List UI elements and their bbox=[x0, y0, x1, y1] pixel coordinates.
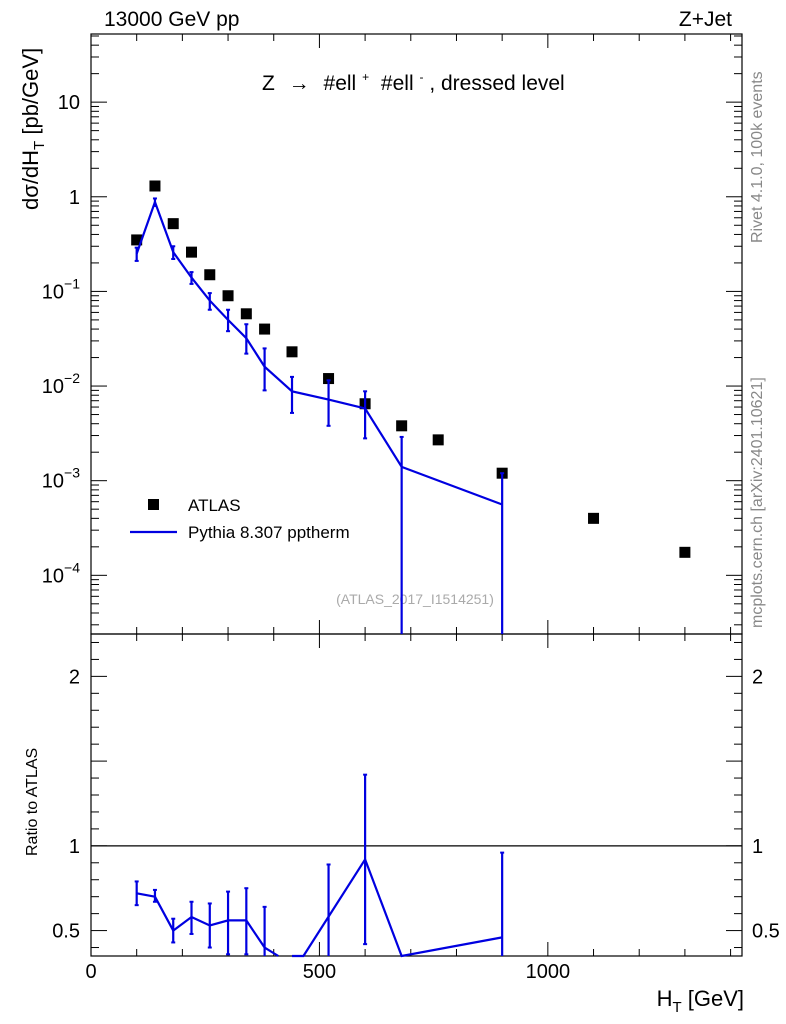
y-tick-exp: −2 bbox=[64, 370, 80, 386]
x-tick-label: 0 bbox=[85, 961, 96, 983]
y-tick-label: 10−1 bbox=[42, 275, 80, 303]
legend: ATLAS Pythia 8.307 pptherm bbox=[130, 496, 350, 542]
legend-data-label: ATLAS bbox=[188, 496, 241, 515]
x-title-sub: T bbox=[672, 999, 681, 1016]
x-tick-label: 1000 bbox=[526, 961, 571, 983]
header-left: 13000 GeV pp bbox=[104, 8, 239, 31]
ratio-plot-frame bbox=[90, 633, 743, 957]
ratio-tick-label-left: 2 bbox=[69, 666, 80, 688]
y-tick-exp: −4 bbox=[64, 559, 80, 575]
header-right: Z+Jet bbox=[679, 8, 732, 31]
y-tick-label: 10−3 bbox=[42, 465, 80, 493]
atlas-data-point bbox=[131, 234, 143, 246]
subtitle-pre: Z bbox=[262, 72, 275, 95]
x-tick-label: 500 bbox=[303, 961, 336, 983]
ratio-tick-label-left: 0.5 bbox=[52, 921, 80, 943]
y-tick-base: 10 bbox=[42, 471, 64, 493]
y-tick-label: 10 bbox=[58, 92, 80, 114]
y-axis-title: dσ/dHT [pb/GeV] bbox=[18, 48, 48, 210]
atlas-data-point bbox=[204, 269, 216, 281]
subtitle-post: , dressed level bbox=[429, 72, 564, 95]
y-tick-base: 10 bbox=[42, 376, 64, 398]
atlas-data-point bbox=[432, 434, 444, 446]
ratio-series-line bbox=[136, 892, 156, 898]
subtitle-arrow: → bbox=[289, 72, 310, 95]
ratio-plot-area bbox=[91, 773, 742, 958]
atlas-data-point bbox=[286, 346, 298, 358]
y-tick-exp: −3 bbox=[64, 465, 80, 481]
mcplots-label: mcplots.cern.ch [arXiv:2401.10621] bbox=[749, 377, 766, 628]
ratio-axis-title: Ratio to ATLAS bbox=[24, 748, 41, 856]
analysis-watermark: (ATLAS_2017_I1514251) bbox=[336, 591, 494, 607]
subtitle: Z → #ell + #ell - , dressed level bbox=[262, 63, 565, 95]
main-plot-area bbox=[131, 180, 691, 634]
y-tick-base: 10 bbox=[42, 281, 64, 303]
atlas-data-point bbox=[679, 546, 691, 558]
legend-data-marker bbox=[148, 499, 159, 510]
y-tick-exp: −1 bbox=[64, 275, 80, 291]
y-tick-base: 10 bbox=[42, 565, 64, 587]
ratio-tick-label-right: 0.5 bbox=[752, 921, 780, 943]
legend-mc-label: Pythia 8.307 pptherm bbox=[188, 523, 350, 542]
y-title-pre: dσ/dH bbox=[18, 150, 43, 210]
ratio-tick-label-right: 1 bbox=[752, 836, 763, 858]
y-title-post: [pb/GeV] bbox=[18, 48, 43, 141]
atlas-data-point bbox=[222, 290, 234, 302]
axis-ticks bbox=[90, 34, 742, 956]
atlas-data-point bbox=[259, 323, 271, 335]
y-tick-label: 10−2 bbox=[42, 370, 80, 398]
x-title-main: H bbox=[657, 986, 673, 1011]
ratio-tick-label-right: 2 bbox=[752, 666, 763, 688]
atlas-data-point bbox=[588, 512, 600, 524]
atlas-data-point bbox=[240, 308, 252, 320]
subtitle-lep1: #ell bbox=[324, 72, 357, 95]
atlas-data-point bbox=[186, 246, 198, 258]
atlas-data-point bbox=[396, 420, 408, 432]
y-tick-label: 10−4 bbox=[42, 559, 80, 587]
x-title-unit: [GeV] bbox=[682, 986, 744, 1011]
ratio-tick-label-left: 1 bbox=[69, 836, 80, 858]
atlas-data-point bbox=[167, 218, 179, 230]
subtitle-minus: - bbox=[419, 70, 423, 84]
ratio-series-line bbox=[153, 896, 279, 957]
main-plot-frame bbox=[90, 33, 743, 635]
ratio-series-line bbox=[292, 856, 503, 958]
y-tick-label: 1 bbox=[69, 187, 80, 209]
rivet-label: Rivet 4.1.0, 100k events bbox=[749, 71, 766, 243]
atlas-data-point bbox=[323, 373, 335, 385]
subtitle-plus: + bbox=[362, 70, 369, 84]
atlas-data-point bbox=[149, 180, 161, 192]
subtitle-lep2: #ell bbox=[381, 72, 414, 95]
x-axis-title: HT [GeV] bbox=[657, 986, 744, 1016]
y-title-sub: T bbox=[31, 141, 48, 150]
